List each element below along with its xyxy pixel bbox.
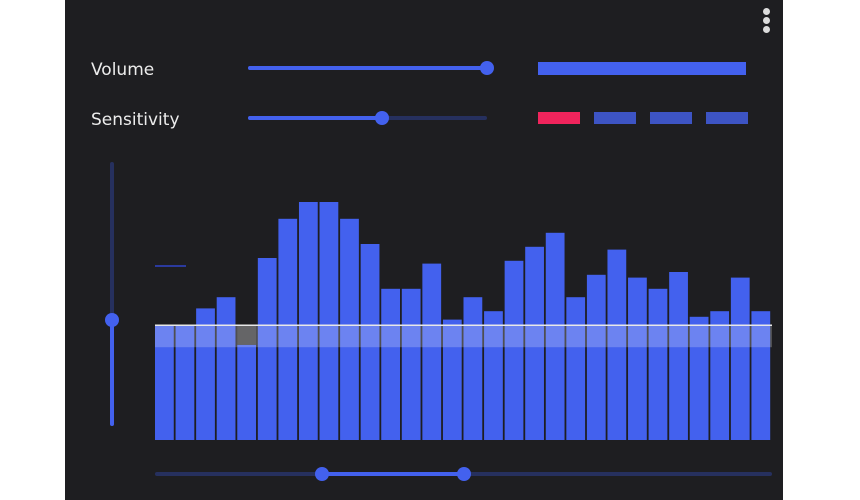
reference-marker xyxy=(155,265,186,267)
range-fill xyxy=(321,472,464,476)
volume-label: Volume xyxy=(91,60,155,80)
spectrum-bar xyxy=(751,311,771,440)
spectrum-bar xyxy=(730,277,750,440)
spectrum-bar xyxy=(484,311,503,440)
spectrum-bar xyxy=(155,325,174,440)
spectrum-bar xyxy=(401,288,421,440)
sensitivity-slider-fill xyxy=(248,116,382,120)
threshold-slider-fill xyxy=(110,320,114,426)
spectrum-bar xyxy=(360,244,380,440)
spectrum-bar xyxy=(237,344,257,440)
volume-slider-fill xyxy=(248,66,487,70)
spectrum-bar xyxy=(319,202,339,440)
spectrum-bar xyxy=(278,218,298,440)
spectrum-bar xyxy=(504,260,524,440)
menu-dot xyxy=(763,8,770,15)
volume-slider[interactable] xyxy=(248,61,494,75)
spectrum-bar xyxy=(257,258,277,440)
spectrum-bar xyxy=(648,288,668,440)
spectrum-bar xyxy=(607,249,627,440)
volume-level-fill xyxy=(538,62,746,75)
spectrum-bar xyxy=(525,246,544,440)
spectrum-bar xyxy=(628,277,647,440)
spectrum-bar xyxy=(216,297,236,440)
menu-dot xyxy=(763,17,770,24)
spectrum-bar xyxy=(298,202,318,440)
spectrum-bar xyxy=(196,308,215,440)
spectrum-bar xyxy=(175,325,195,440)
frequency-spectrum xyxy=(155,202,772,440)
sensitivity-segment xyxy=(706,112,748,124)
sensitivity-segment xyxy=(650,112,692,124)
spectrum-bar xyxy=(586,274,606,440)
threshold-slider-thumb[interactable] xyxy=(105,313,119,328)
spectrum-bar xyxy=(463,297,483,440)
sensitivity-slider-thumb[interactable] xyxy=(374,111,389,125)
menu-dot xyxy=(763,26,770,33)
spectrum-bar-gap xyxy=(237,325,257,345)
spectrum-bar xyxy=(545,232,565,440)
spectrum-bar xyxy=(442,319,462,440)
spectrum-bar xyxy=(710,311,730,440)
sensitivity-label: Sensitivity xyxy=(91,110,180,130)
sensitivity-segment xyxy=(538,112,580,124)
volume-level-meter xyxy=(538,62,746,75)
spectrum-bar xyxy=(566,297,586,440)
threshold-band xyxy=(155,325,772,348)
volume-slider-thumb[interactable] xyxy=(480,61,494,75)
spectrum-bar xyxy=(689,316,709,440)
threshold-vertical-slider[interactable] xyxy=(105,162,119,426)
more-vertical-icon[interactable] xyxy=(762,8,772,34)
range-low-thumb[interactable] xyxy=(314,467,329,481)
sensitivity-slider[interactable] xyxy=(248,111,487,125)
spectrum-bar xyxy=(340,218,359,440)
spectrum-bar xyxy=(381,288,400,440)
range-selector-slider[interactable] xyxy=(155,467,772,481)
sensitivity-segment xyxy=(594,112,636,124)
spectrum-bar xyxy=(669,272,688,440)
range-high-thumb[interactable] xyxy=(456,467,471,481)
spectrum-bar xyxy=(422,263,442,440)
threshold-slider-track xyxy=(110,162,114,426)
